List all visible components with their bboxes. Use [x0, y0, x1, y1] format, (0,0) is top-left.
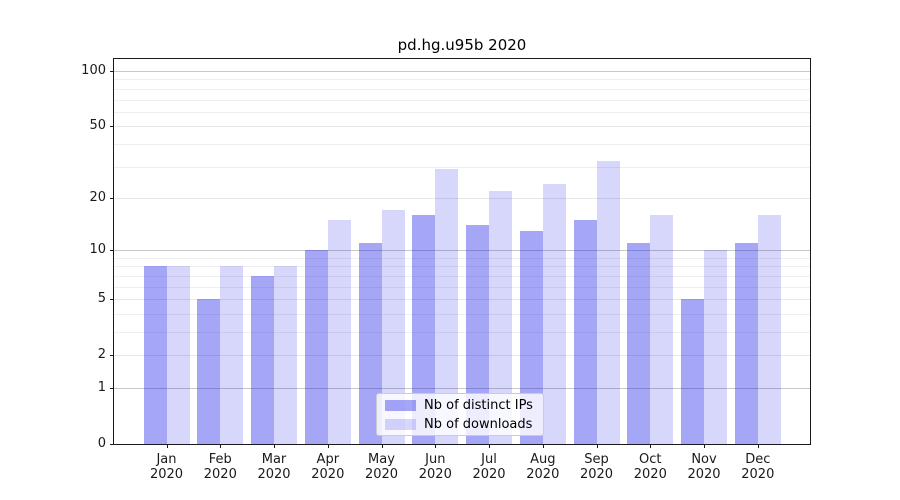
gridline-minor [114, 286, 810, 288]
gridline-minor [114, 143, 810, 145]
x-tick-label-apr: Apr 2020 [311, 452, 345, 482]
y-tick-mark [110, 444, 114, 445]
bar-distinct-ips-nov [681, 299, 704, 444]
y-tick-label: 10 [89, 242, 106, 258]
x-tick-label-may: May 2020 [364, 452, 399, 482]
gridline [114, 299, 810, 301]
bar-distinct-ips-aug [519, 230, 543, 444]
gridline [114, 197, 810, 199]
y-tick-mark [110, 250, 114, 252]
x-tick-label-nov: Nov 2020 [687, 452, 721, 482]
bar-downloads-apr [327, 219, 351, 444]
x-tick-mark [757, 444, 759, 448]
chart-legend: Nb of distinct IPs Nb of downloads [376, 393, 544, 436]
bar-downloads-jan [166, 266, 190, 444]
x-tick-label-feb: Feb 2020 [203, 452, 237, 482]
gridline-major [114, 250, 810, 252]
bar-downloads-dec [757, 215, 781, 444]
x-tick-label-sep: Sep 2020 [579, 452, 614, 482]
y-tick-mark [110, 388, 114, 389]
bar-distinct-ips-mar [251, 275, 274, 444]
gridline-minor [114, 99, 810, 101]
bar-downloads-jun [435, 169, 459, 444]
bar-downloads-sep [596, 161, 620, 444]
y-tick-label: 2 [97, 347, 106, 363]
x-tick-label-jan: Jan 2020 [149, 452, 184, 482]
legend-label-distinct-ips: Nb of distinct IPs [424, 397, 533, 413]
legend-label-downloads: Nb of downloads [424, 416, 533, 432]
x-tick-mark [542, 444, 544, 448]
bar-distinct-ips-sep [573, 219, 597, 444]
x-tick-mark [704, 444, 705, 448]
y-tick-label: 50 [89, 118, 106, 134]
x-tick-label-jul: Jul 2020 [472, 452, 506, 482]
x-tick-label-oct: Oct 2020 [633, 452, 667, 482]
bar-distinct-ips-feb [197, 299, 221, 444]
y-tick-label: 5 [97, 291, 106, 307]
gridline [114, 126, 810, 128]
bar-downloads-mar [274, 266, 297, 444]
gridline-minor [114, 79, 810, 81]
bar-downloads-may [381, 210, 405, 444]
bar-distinct-ips-oct [627, 243, 651, 444]
gridline-minor [114, 275, 810, 277]
legend-swatch-downloads [385, 418, 416, 430]
bar-distinct-ips-jul [466, 225, 489, 444]
gridline [114, 355, 810, 357]
legend-row-distinct-ips: Nb of distinct IPs [385, 398, 535, 413]
gridline-minor [114, 88, 810, 90]
x-tick-mark [596, 444, 598, 448]
bar-downloads-jul [489, 190, 512, 444]
bar-distinct-ips-apr [304, 250, 328, 444]
x-tick-mark [489, 444, 490, 448]
legend-row-downloads: Nb of downloads [385, 417, 535, 432]
bar-downloads-feb [220, 266, 244, 444]
x-tick-mark [381, 444, 383, 448]
gridline-minor [114, 111, 810, 113]
x-tick-mark [166, 444, 168, 448]
x-tick-mark [650, 444, 652, 448]
gridline-minor [114, 266, 810, 268]
bar-distinct-ips-dec [734, 243, 758, 444]
x-tick-mark [435, 444, 437, 448]
gridline-minor [114, 166, 810, 168]
x-tick-mark [274, 444, 275, 448]
bar-distinct-ips-jan [143, 266, 167, 444]
gridline-minor [114, 332, 810, 333]
gridline-minor [114, 257, 810, 259]
y-tick-mark [110, 197, 114, 199]
x-tick-label-jun: Jun 2020 [418, 452, 452, 482]
y-tick-label: 20 [89, 189, 106, 205]
y-tick-mark [110, 71, 114, 72]
bar-distinct-ips-may [358, 243, 382, 444]
y-tick-label: 0 [97, 436, 106, 451]
gridline-major [114, 71, 810, 72]
x-tick-mark [220, 444, 222, 448]
bar-downloads-oct [650, 215, 674, 444]
y-tick-label: 100 [81, 63, 106, 78]
bar-distinct-ips-jun [412, 215, 436, 444]
bar-downloads-aug [542, 183, 566, 444]
y-tick-label: 1 [97, 380, 106, 395]
chart-title: pd.hg.u95b 2020 [397, 36, 527, 54]
y-tick-mark [110, 299, 114, 301]
legend-swatch-distinct-ips [385, 399, 416, 411]
y-tick-mark [110, 355, 114, 357]
x-tick-mark [327, 444, 329, 448]
x-tick-label-aug: Aug 2020 [526, 452, 560, 482]
x-tick-label-dec: Dec 2020 [741, 452, 775, 482]
gridline-minor [114, 313, 810, 315]
y-tick-mark [110, 126, 114, 128]
bar-downloads-nov [704, 250, 727, 444]
gridline-major [114, 388, 810, 389]
x-tick-label-mar: Mar 2020 [257, 452, 291, 482]
